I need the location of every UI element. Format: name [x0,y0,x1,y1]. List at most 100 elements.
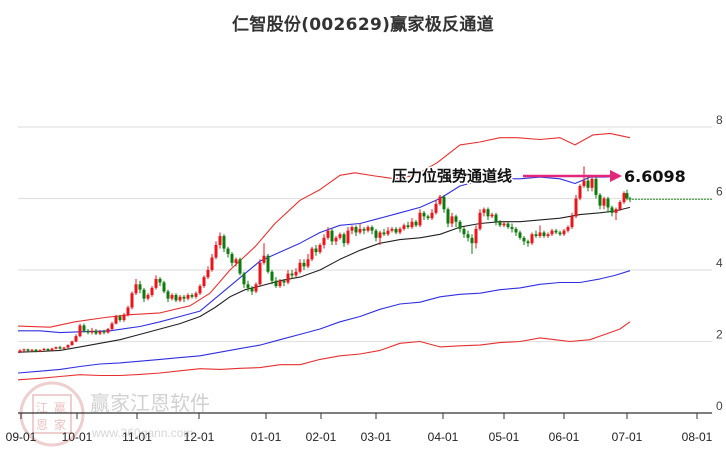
arrow-head-icon [610,170,622,182]
y-axis-labels: 0 2 4 6 8 [716,113,723,413]
candle-up [74,336,78,342]
x-tick-label: 02-01 [306,430,337,444]
candle-up [390,228,394,231]
candle-up [214,244,218,258]
candle-up [334,237,338,242]
candle-down [558,232,562,235]
candlesticks [18,166,632,354]
candle-up [126,307,130,315]
candle-up [482,209,486,213]
candle-down [190,295,194,297]
candle-down [138,284,142,290]
candle-up [410,221,414,228]
candle-up [618,202,622,210]
candle-down [426,216,430,219]
candle-up [298,262,302,272]
candle-down [522,237,526,242]
candle-down [222,236,226,249]
candle-up [206,270,210,278]
candle-down [26,349,30,351]
candle-down [625,193,629,199]
candle-up [218,236,222,245]
candle-up [306,259,310,267]
candle-down [394,228,398,233]
candle-down [486,209,490,217]
candle-down [542,232,546,237]
candle-down [442,196,446,210]
x-tick-label: 12-01 [184,430,215,444]
candle-up [582,180,586,186]
candle-down [158,278,162,283]
outer-lower-line [17,321,631,381]
candle-up [70,341,74,346]
candle-down [370,227,374,231]
inner-upper-line [18,175,621,334]
x-tick-label: 08-01 [682,430,713,444]
candle-up [402,225,406,229]
candle-up [122,314,126,321]
candle-down [290,273,294,276]
inner-lower-line [17,270,631,374]
candle-up [574,198,578,217]
annotation-value: 6.6098 [624,167,686,186]
candle-down [506,223,510,228]
channel-lines [17,132,631,381]
candle-down [382,232,386,235]
candle-up [278,280,282,287]
candle-down [494,214,498,222]
candle-down [610,207,614,213]
svg-text:恩: 恩 [36,418,48,432]
candle-up [194,293,198,297]
y-tick-label: 2 [716,328,723,342]
candle-down [174,295,178,301]
svg-text:江: 江 [36,401,48,415]
candle-up [38,350,42,352]
candle-up [262,255,266,263]
annotation-label: 压力位强势通道线 [392,167,512,185]
candle-down [274,280,278,287]
candle-up [54,347,58,349]
candle-up [450,216,454,224]
x-tick-label: 09-01 [6,430,37,444]
candle-down [458,221,462,229]
pressure-annotation: 压力位强势通道线 6.6098 [391,166,686,187]
y-tick-label: 6 [716,185,723,199]
x-tick-label: 10-01 [62,430,93,444]
candle-down [466,234,470,238]
candle-down [514,228,518,233]
candle-up [178,296,182,301]
candle-up [294,271,298,276]
candle-down [314,248,318,253]
candle-up [490,214,494,217]
y-tick-label: 0 [716,399,723,413]
candle-down [470,237,474,244]
candle-down [586,180,590,188]
candle-down [362,228,366,231]
x-tick-label: 04-01 [428,430,459,444]
candle-up [50,348,54,351]
x-tick-label: 11-01 [122,430,152,444]
candle-down [82,325,86,331]
candle-down [594,178,598,195]
candle-up [30,349,34,351]
candle-down [498,221,502,226]
candle-up [474,228,478,244]
candle-down [118,316,122,321]
x-tick-label: 01-01 [251,430,282,444]
candle-up [530,234,534,244]
candle-down [406,225,410,228]
candle-down [598,194,602,206]
candle-down [606,198,610,208]
x-tick-label: 07-01 [612,430,643,444]
candle-up [546,234,550,237]
candle-down [554,230,558,233]
watermark-brand: 赢家江恩软件 [90,391,210,415]
candle-up [258,262,262,285]
candle-up [578,185,582,199]
candle-up [398,228,402,233]
candle-down [628,198,632,200]
candle-up [130,293,134,308]
candle-up [478,212,482,229]
candle-up [570,216,574,228]
candle-up [502,223,506,226]
